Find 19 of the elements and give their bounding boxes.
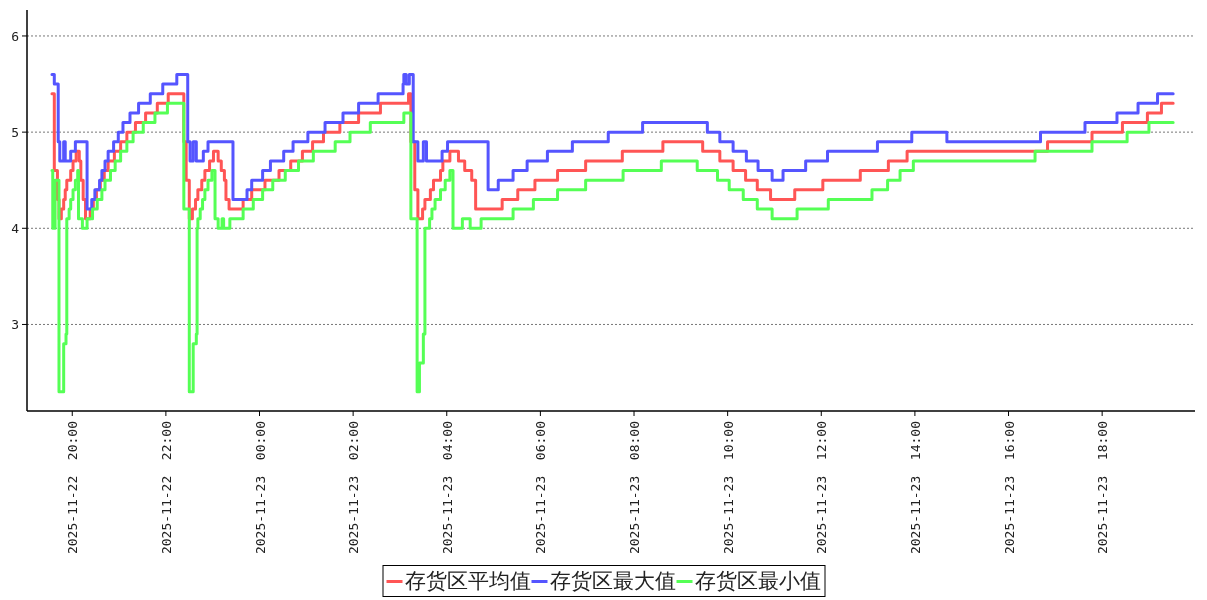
y-tick-label: 3: [11, 317, 19, 333]
x-tick-label: 2025-11-23 10:00: [720, 421, 736, 555]
x-tick-label: 2025-11-22 22:00: [158, 421, 174, 555]
x-tick-label: 2025-11-23 18:00: [1095, 421, 1111, 555]
x-tick-label: 2025-11-23 12:00: [814, 421, 830, 555]
x-tick-label: 2025-11-22 20:00: [65, 421, 81, 555]
y-tick-label: 6: [11, 28, 19, 44]
x-tick-label: 2025-11-23 00:00: [252, 421, 268, 555]
x-tick-label: 2025-11-23 06:00: [533, 421, 549, 555]
legend-label: 存货区平均值: [405, 568, 531, 595]
x-tick-label: 2025-11-23 04:00: [439, 421, 455, 555]
x-tick-label: 2025-11-23 08:00: [627, 421, 643, 555]
x-tick-label: 2025-11-23 14:00: [907, 421, 923, 555]
y-tick-label: 5: [11, 125, 19, 141]
x-tick-label: 2025-11-23 16:00: [1001, 421, 1017, 555]
y-tick-label: 4: [11, 221, 20, 237]
legend-label: 存货区最大值: [550, 568, 676, 595]
legend-label: 存货区最小值: [695, 568, 821, 595]
x-tick-label: 2025-11-23 02:00: [346, 421, 362, 555]
